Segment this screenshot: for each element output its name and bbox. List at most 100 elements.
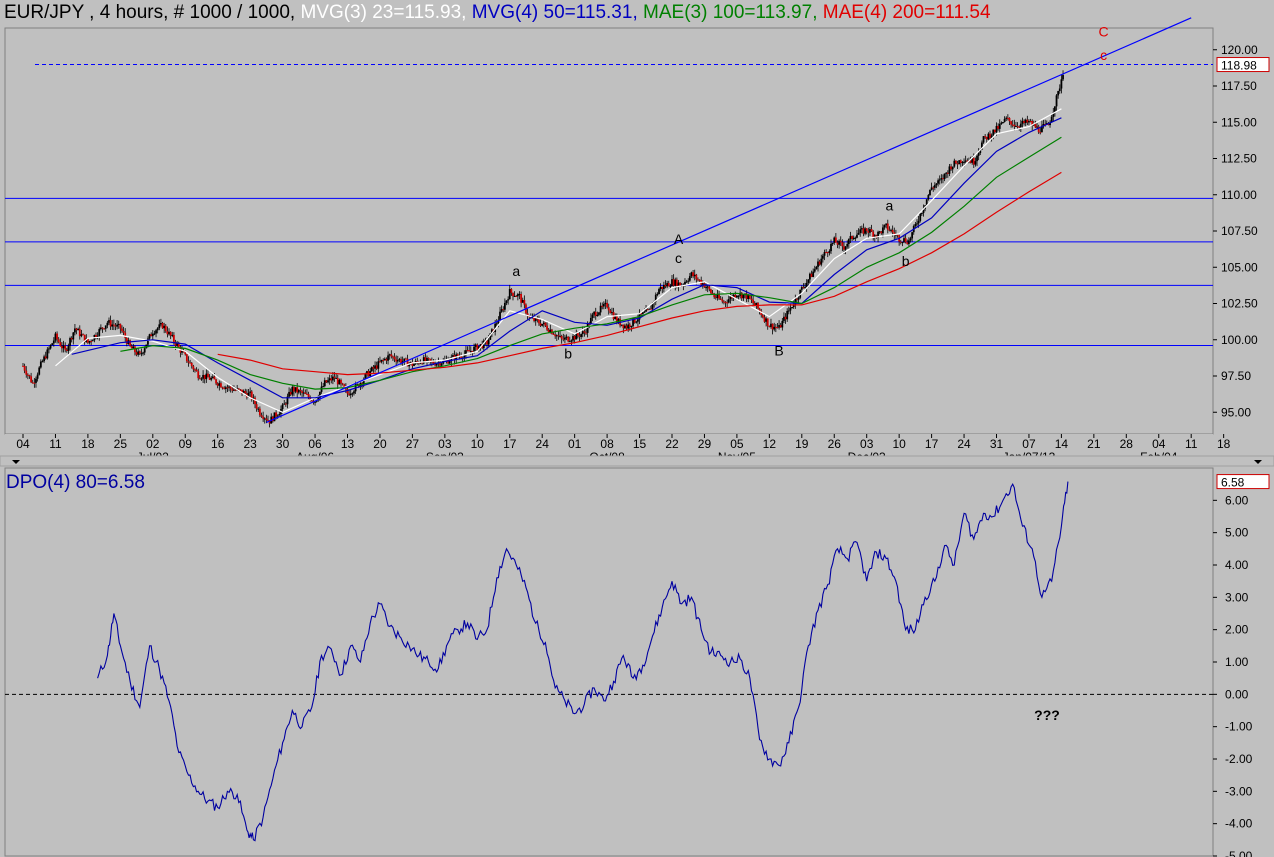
candle-body [654, 294, 657, 302]
candle-body [333, 376, 336, 379]
candle-body [773, 326, 776, 330]
dpo-y-tick-label: 3.00 [1225, 590, 1249, 604]
candle-body [242, 391, 245, 394]
candle-body [650, 308, 652, 310]
candle-body [510, 288, 513, 293]
candle-body [370, 367, 373, 372]
x-tick-label: 10 [892, 437, 906, 451]
price-y-tick-label: 100.00 [1221, 333, 1258, 347]
candle-body [518, 294, 521, 296]
candle-body [630, 325, 633, 327]
candle-body [985, 136, 988, 140]
candle-body [184, 352, 187, 355]
candle-body [187, 361, 190, 363]
dpo-y-tick-label: -1.00 [1225, 720, 1253, 734]
candle-body [995, 125, 998, 133]
candle-body [36, 374, 39, 379]
candle-body [867, 230, 870, 233]
candle-body [645, 309, 647, 312]
candle-body [815, 266, 818, 270]
candle-body [471, 350, 474, 353]
candle-body [998, 123, 1001, 129]
candle-body [148, 334, 151, 339]
candle-body [547, 329, 550, 333]
candle-body [602, 304, 605, 307]
candle-body [445, 359, 448, 361]
candle-body [80, 334, 83, 337]
candle-body [721, 299, 724, 302]
candle-body [575, 332, 578, 340]
candle-body [628, 324, 631, 327]
candle-body [185, 354, 188, 362]
candle-body [23, 365, 26, 371]
candle-body [189, 362, 192, 364]
price-levels [5, 64, 1213, 347]
panel-divider[interactable] [0, 455, 1274, 467]
candle-body [578, 335, 581, 337]
candle-body [450, 356, 453, 362]
candle-body [761, 315, 764, 318]
candle-body [661, 286, 664, 289]
candle-body [309, 397, 312, 401]
dpo-annotations: ??? [1034, 707, 1060, 723]
candle-body [933, 185, 936, 188]
candle-body [771, 323, 774, 330]
candle-body [604, 302, 607, 305]
candle-body [372, 367, 375, 369]
panel-divider-handles [12, 460, 1262, 464]
candle-body [400, 359, 402, 363]
candle-body [87, 338, 89, 343]
candle-body [210, 377, 213, 380]
candle-body [830, 243, 832, 252]
candle-body [1031, 121, 1034, 126]
candle-body [75, 328, 78, 331]
chart-title-bar: EUR/JPY , 4 hours, # 1000 / 1000, MVG(3)… [0, 0, 1274, 26]
dpo-y-axis: 6.00 5.00 4.00 3.00 2.00 1.00 0.00 -1.00 -2.00 -3… [1213, 474, 1270, 857]
candle-body [489, 333, 492, 340]
candle-body [1000, 122, 1003, 124]
candle-body [796, 298, 798, 300]
x-tick-label: 04 [1152, 437, 1166, 451]
candle-body [904, 238, 907, 243]
candle-body [1011, 124, 1014, 126]
candle-body [114, 325, 117, 327]
candle-body [865, 228, 868, 231]
price-y-tick-label: 115.00 [1221, 115, 1257, 129]
candle-body [560, 335, 563, 339]
candle-body [1049, 122, 1051, 126]
candle-body [1034, 123, 1037, 128]
candle-body [35, 378, 37, 383]
candle-body [564, 337, 566, 340]
candle-body [698, 279, 701, 281]
candle-body [1029, 120, 1032, 122]
candle-body [101, 327, 104, 329]
candle-body [826, 252, 829, 254]
candle-body [497, 320, 500, 324]
candle-body [609, 310, 612, 314]
candle-body [160, 322, 162, 325]
candle-body [132, 346, 135, 349]
candle-body [1045, 123, 1048, 125]
candle-body [539, 323, 542, 326]
candle-body [254, 397, 256, 405]
dpo-y-tick-label: -3.00 [1225, 784, 1253, 798]
x-tick-label: 04 [16, 437, 30, 451]
candle-body [667, 283, 670, 287]
candle-body [208, 377, 211, 380]
candle-body [119, 323, 122, 329]
candle-body [323, 380, 326, 387]
candle-body [932, 187, 935, 189]
candle-body [1013, 124, 1016, 127]
candle-body [306, 393, 308, 395]
candle-body [364, 373, 367, 380]
candle-body [1016, 126, 1019, 128]
candle-body [666, 283, 669, 287]
candle-body [322, 386, 325, 388]
candle-body [903, 238, 905, 242]
candle-body [39, 361, 42, 368]
candle-body [273, 412, 276, 422]
candle-body [1055, 95, 1058, 107]
candle-body [164, 325, 167, 332]
x-axis-band [5, 434, 1213, 456]
candle-body [971, 157, 974, 163]
